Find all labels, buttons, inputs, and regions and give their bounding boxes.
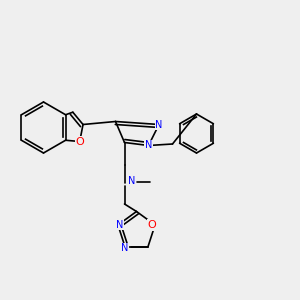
Text: N: N xyxy=(122,243,129,253)
Text: N: N xyxy=(155,119,163,130)
Text: N: N xyxy=(116,220,123,230)
Text: N: N xyxy=(128,176,136,187)
Text: N: N xyxy=(145,140,152,151)
Text: O: O xyxy=(75,136,84,146)
Text: O: O xyxy=(148,220,156,230)
